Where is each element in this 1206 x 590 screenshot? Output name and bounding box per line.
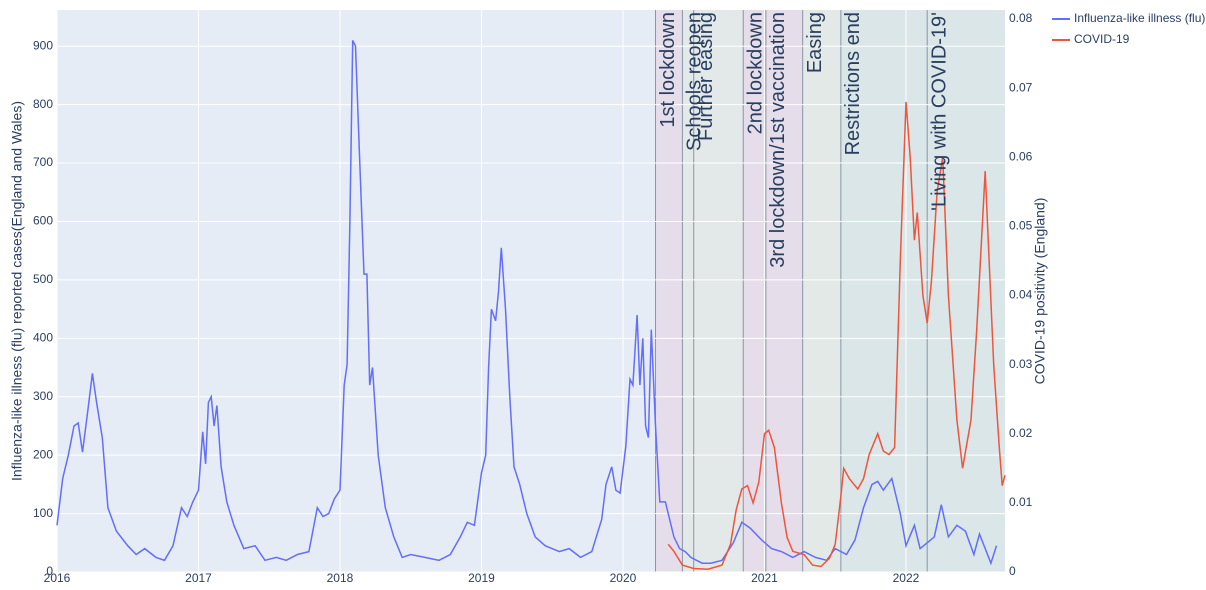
series-line bbox=[667, 101, 1006, 570]
y-tick-label: 800 bbox=[33, 97, 53, 111]
y-tick-label: 200 bbox=[33, 447, 53, 461]
x-tick-label: 2018 bbox=[327, 571, 354, 585]
y-tick-label: 500 bbox=[33, 272, 53, 286]
y2-tick-label: 0.03 bbox=[1009, 357, 1033, 371]
event-label: Easing bbox=[804, 12, 826, 73]
y2-tick-label: 0.05 bbox=[1009, 219, 1033, 233]
event-label: Schools reopen bbox=[684, 12, 706, 151]
y-tick-label: 100 bbox=[33, 506, 53, 520]
y-tick-label: 300 bbox=[33, 389, 53, 403]
y-tick-label: 900 bbox=[33, 38, 53, 52]
y2-tick-label: 0.02 bbox=[1009, 426, 1033, 440]
regions bbox=[655, 10, 1005, 572]
y-tick-label: 0 bbox=[46, 564, 53, 578]
event-region bbox=[693, 10, 744, 572]
y2-tick-label: 0 bbox=[1009, 564, 1016, 578]
y-axis-title: Influenza-like illness (flu) reported ca… bbox=[9, 101, 25, 481]
event-label: 'Living with COVID-19' bbox=[928, 12, 950, 211]
x-tick-label: 2021 bbox=[751, 571, 778, 585]
event-label: Restrictions end bbox=[842, 12, 864, 155]
event-region bbox=[682, 10, 694, 572]
event-label: Further easing bbox=[695, 12, 717, 141]
x-tick-label: 2017 bbox=[185, 571, 212, 585]
y2-tick-label: 0.04 bbox=[1009, 288, 1033, 302]
y2-tick-label: 0.01 bbox=[1009, 495, 1033, 509]
event-region bbox=[840, 10, 928, 572]
y-tick-label: 400 bbox=[33, 330, 53, 344]
event-label: 2nd lockdown bbox=[745, 12, 767, 134]
event-label: 1st lockdown bbox=[657, 12, 679, 128]
y2-axis-title: COVID-19 positivity (England) bbox=[1032, 198, 1048, 385]
event-region bbox=[743, 10, 766, 572]
y2-tick-label: 0.08 bbox=[1009, 11, 1033, 25]
series-line bbox=[56, 40, 998, 566]
y2-tick-label: 0.06 bbox=[1009, 149, 1033, 163]
y-tick-label: 600 bbox=[33, 214, 53, 228]
lines bbox=[56, 40, 1006, 570]
labels: 0 100 200 300 400 500 600 700 800 900 0 0.01 0.02 0.0… bbox=[33, 11, 1033, 585]
x-tick-label: 2016 bbox=[44, 571, 71, 585]
legend-label: COVID-19 bbox=[1074, 32, 1130, 46]
event-region bbox=[655, 10, 683, 572]
x-tick-label: 2022 bbox=[893, 571, 920, 585]
event-region bbox=[765, 10, 803, 572]
y-tick-label: 700 bbox=[33, 155, 53, 169]
x-tick-label: 2020 bbox=[610, 571, 637, 585]
legend-label: Influenza-like illness (flu) bbox=[1074, 11, 1205, 25]
event-region bbox=[802, 10, 841, 572]
y2-tick-label: 0.07 bbox=[1009, 80, 1033, 94]
event-region bbox=[927, 10, 1005, 572]
x-tick-label: 2019 bbox=[468, 571, 495, 585]
event-label: 3rd lockdown/1st vaccination bbox=[767, 12, 789, 268]
